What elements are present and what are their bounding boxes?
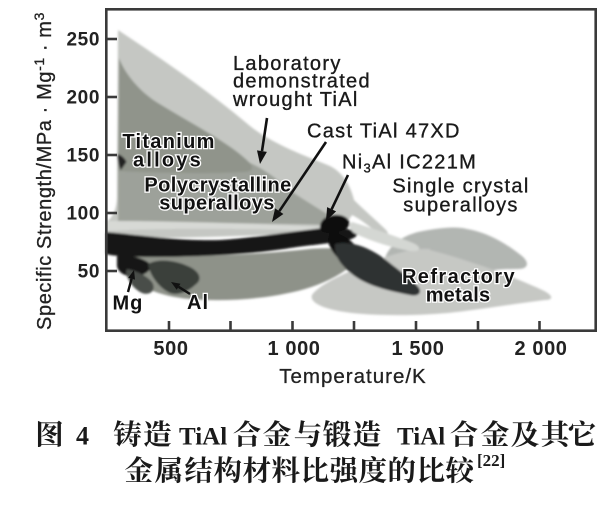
svg-text:demonstrated: demonstrated xyxy=(233,71,371,93)
svg-text:alloys: alloys xyxy=(133,150,203,172)
svg-text:metals: metals xyxy=(426,285,491,307)
svg-text:100: 100 xyxy=(66,204,100,225)
svg-text:Cast TiAl 47XD: Cast TiAl 47XD xyxy=(307,121,461,143)
svg-text:200: 200 xyxy=(66,88,100,109)
svg-text:4: 4 xyxy=(76,422,89,451)
svg-text:TiAl: TiAl xyxy=(397,424,445,451)
svg-text:150: 150 xyxy=(66,146,100,167)
svg-text:50: 50 xyxy=(78,262,100,283)
svg-text:wrought TiAl: wrought TiAl xyxy=(232,89,359,111)
svg-text:Refractory: Refractory xyxy=(402,266,516,288)
svg-text:Mg: Mg xyxy=(113,293,144,315)
svg-text:250: 250 xyxy=(66,30,100,51)
svg-text:[22]: [22] xyxy=(477,451,505,470)
svg-text:Temperature/K: Temperature/K xyxy=(279,365,426,388)
svg-text:superalloys: superalloys xyxy=(403,194,518,216)
svg-text:Al: Al xyxy=(187,292,209,314)
svg-text:500: 500 xyxy=(153,338,188,360)
svg-text:Ni3Al IC221M: Ni3Al IC221M xyxy=(342,152,477,176)
svg-text:2 000: 2 000 xyxy=(514,338,567,360)
svg-text:Polycrystalline: Polycrystalline xyxy=(144,174,291,196)
svg-text:Titanium: Titanium xyxy=(122,131,215,153)
svg-text:Laboratory: Laboratory xyxy=(233,53,342,75)
svg-text:TiAl: TiAl xyxy=(179,424,227,451)
svg-text:1 000: 1 000 xyxy=(267,338,320,360)
svg-text:superalloys: superalloys xyxy=(159,193,275,215)
svg-text:1 500: 1 500 xyxy=(391,338,444,360)
svg-text:Single crystal: Single crystal xyxy=(392,176,529,198)
